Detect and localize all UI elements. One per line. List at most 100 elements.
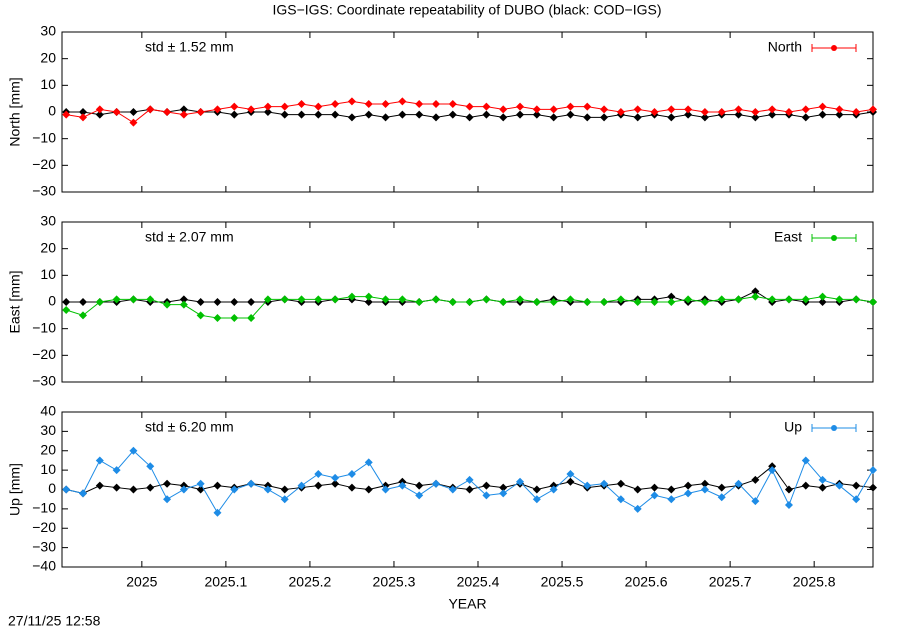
data-point <box>280 110 289 119</box>
data-point <box>818 292 827 301</box>
y-tick-label: 30 <box>40 213 56 229</box>
data-point <box>297 481 306 490</box>
data-point <box>667 298 676 306</box>
x-axis-label: YEAR <box>448 596 486 612</box>
data-point <box>667 292 676 301</box>
y-tick-label: −20 <box>32 156 56 172</box>
data-point <box>465 102 474 111</box>
data-point <box>364 100 373 108</box>
data-point <box>95 110 104 119</box>
data-point <box>717 483 726 492</box>
data-point <box>684 481 693 490</box>
y-axis-label: North [mm] <box>7 77 23 146</box>
data-point <box>633 105 642 114</box>
data-point <box>196 108 205 116</box>
data-point <box>280 102 289 111</box>
data-point <box>717 108 726 116</box>
data-point <box>314 102 323 111</box>
data-point <box>549 485 558 494</box>
data-point <box>633 485 642 494</box>
data-point <box>818 483 827 492</box>
data-point <box>600 113 609 122</box>
legend-label: East <box>774 229 802 245</box>
data-point <box>751 475 760 484</box>
data-point <box>667 105 676 114</box>
data-point <box>566 295 575 304</box>
data-point <box>583 481 592 490</box>
y-tick-label: 0 <box>48 293 56 309</box>
data-point <box>347 97 356 106</box>
data-point <box>179 485 188 494</box>
data-point <box>129 446 138 455</box>
y-tick-label: −10 <box>32 129 56 145</box>
data-point <box>314 110 323 119</box>
data-point <box>667 113 676 122</box>
legend-label: Up <box>784 419 802 435</box>
x-tick-label: 2025.2 <box>289 574 332 590</box>
data-point <box>247 298 256 306</box>
data-point <box>247 479 256 488</box>
data-point <box>230 298 239 306</box>
data-point <box>448 485 457 494</box>
data-point <box>431 479 440 488</box>
data-point <box>532 105 541 114</box>
data-point <box>465 475 474 484</box>
data-point <box>633 298 642 306</box>
data-point <box>347 470 356 478</box>
data-point <box>213 508 222 517</box>
data-point <box>835 105 844 114</box>
data-point <box>263 108 272 116</box>
y-tick-label: 30 <box>40 422 56 438</box>
data-point <box>801 295 810 304</box>
data-point <box>331 100 340 108</box>
legend-marker <box>831 45 837 51</box>
data-point <box>415 298 424 306</box>
y-tick-label: 40 <box>40 403 56 419</box>
data-point <box>499 113 508 122</box>
data-point <box>79 113 88 122</box>
data-point <box>196 298 205 306</box>
data-point <box>869 105 877 114</box>
data-point <box>347 483 356 492</box>
annotation: std ± 2.07 mm <box>145 229 234 245</box>
y-tick-label: −40 <box>32 558 56 574</box>
data-point <box>431 100 440 108</box>
x-tick-label: 2025.6 <box>625 574 668 590</box>
data-point <box>163 108 172 116</box>
data-point <box>95 298 104 306</box>
data-point <box>532 495 541 504</box>
data-point <box>247 314 256 322</box>
data-point <box>179 300 188 309</box>
data-point <box>801 481 810 490</box>
data-point <box>196 479 205 488</box>
data-point <box>516 477 525 486</box>
data-point <box>448 298 457 306</box>
data-point <box>734 105 743 114</box>
data-point <box>751 108 760 116</box>
data-point <box>549 105 558 114</box>
data-point <box>364 458 373 467</box>
data-point <box>583 102 592 111</box>
x-tick-label: 2025.3 <box>373 574 416 590</box>
annotation: std ± 1.52 mm <box>145 39 234 55</box>
data-point <box>263 485 272 494</box>
data-point <box>146 462 155 471</box>
data-point <box>465 298 474 306</box>
data-point <box>667 485 676 494</box>
data-point <box>280 485 289 494</box>
data-point <box>818 298 827 306</box>
y-axis-label: East [mm] <box>7 270 23 333</box>
data-point <box>314 481 323 490</box>
data-point <box>213 314 222 322</box>
data-point <box>784 295 793 304</box>
data-point <box>700 108 709 116</box>
data-point <box>163 495 172 504</box>
data-point <box>62 298 71 306</box>
data-point <box>314 295 323 304</box>
data-point <box>566 477 575 486</box>
data-point <box>835 481 844 490</box>
data-point <box>768 295 777 304</box>
data-point <box>566 110 575 119</box>
data-point <box>784 108 793 116</box>
y-tick-label: 0 <box>48 103 56 119</box>
